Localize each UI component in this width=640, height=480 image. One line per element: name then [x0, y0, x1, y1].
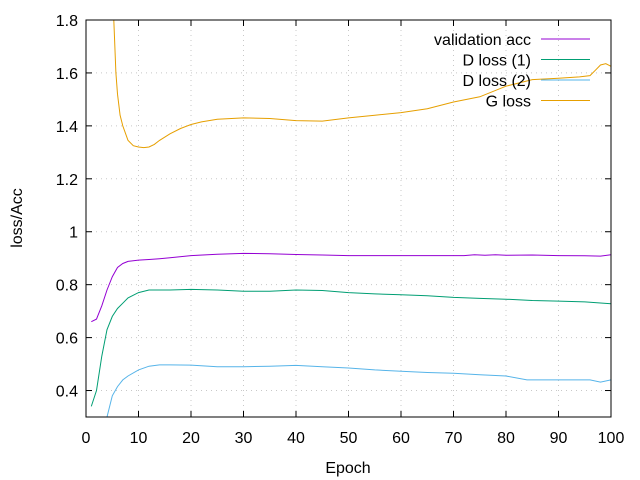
- series-line-g-loss: [113, 20, 611, 149]
- x-tick-label: 80: [497, 430, 515, 447]
- series-lines: [90, 20, 611, 417]
- y-tick-label: 0.6: [56, 331, 78, 348]
- x-tick-label: 90: [550, 430, 568, 447]
- y-tick-labels: 0.4 0.6 0.8 1 1.2 1.4 1.6 1.8: [56, 13, 78, 401]
- axis-ticks: [85, 19, 612, 417]
- x-tick-labels: 0 10 20 30 40 50 60 70 80 90 100: [82, 430, 625, 447]
- legend: validation acc D loss (1) D loss (2) G loss: [434, 32, 590, 111]
- series-line-d-loss-1: [90, 288, 611, 407]
- y-tick-label: 1.4: [56, 119, 78, 136]
- series-line-d-loss-2: [106, 364, 611, 417]
- legend-label-d-loss-1: D loss (1): [463, 53, 531, 70]
- y-tick-label: 1.6: [56, 66, 78, 83]
- x-axis-title: Epoch: [325, 460, 370, 477]
- x-tick-label: 100: [598, 430, 625, 447]
- y-tick-label: 1: [69, 225, 78, 242]
- series-line-validation-acc: [91, 252, 611, 323]
- x-tick-label: 10: [130, 430, 148, 447]
- x-tick-label: 60: [392, 430, 410, 447]
- y-tick-label: 0.4: [56, 384, 78, 401]
- x-tick-label: 20: [182, 430, 200, 447]
- x-tick-label: 0: [82, 430, 91, 447]
- y-axis-title: loss/Acc: [9, 188, 26, 248]
- y-tick-label: 1.8: [56, 13, 78, 30]
- legend-label-validation-acc: validation acc: [434, 32, 531, 49]
- legend-label-d-loss-2: D loss (2): [463, 73, 531, 90]
- x-tick-label: 40: [287, 430, 305, 447]
- y-tick-label: 0.8: [56, 278, 78, 295]
- x-tick-label: 70: [445, 430, 463, 447]
- x-tick-label: 30: [235, 430, 253, 447]
- x-tick-label: 50: [340, 430, 358, 447]
- grid: [86, 20, 611, 417]
- legend-label-g-loss: G loss: [486, 94, 531, 111]
- y-tick-label: 1.2: [56, 172, 78, 189]
